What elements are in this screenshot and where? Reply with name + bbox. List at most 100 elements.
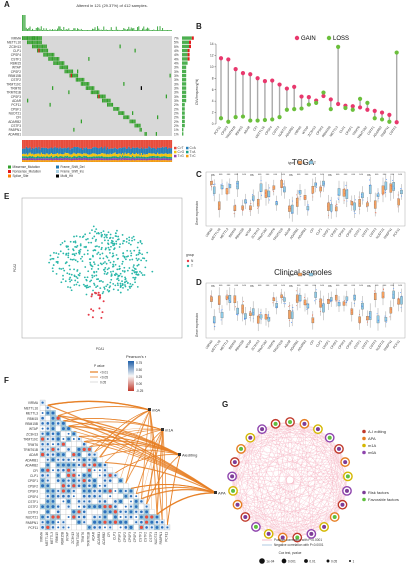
box xyxy=(389,183,393,193)
box-point xyxy=(237,183,239,185)
snv-segment xyxy=(63,156,65,159)
network-edge xyxy=(255,526,298,538)
cnv-category-label: CFI xyxy=(252,125,258,132)
pearson-tick-1: 0.75 xyxy=(136,361,142,365)
pca-point-t xyxy=(76,277,79,280)
heatmap-dot xyxy=(103,500,107,503)
pca-point-t xyxy=(102,257,105,260)
cnv-loss-point xyxy=(240,114,246,119)
heatmap-dot xyxy=(41,505,45,509)
box-point xyxy=(304,301,306,303)
top-bar xyxy=(87,30,89,31)
box xyxy=(264,314,268,320)
pca-point-t xyxy=(109,252,111,254)
snv-segment xyxy=(168,153,170,157)
top-bar xyxy=(125,29,127,31)
snv-segment xyxy=(164,156,166,159)
box-gene-label: CPSF2 xyxy=(329,339,338,350)
snv-segment xyxy=(122,159,124,162)
pca-point-t xyxy=(119,286,122,288)
panel-label-e: E xyxy=(4,192,10,201)
network-legend-label: m6A xyxy=(368,450,377,455)
clinical-legend-n-swatch xyxy=(297,272,303,277)
box-point xyxy=(361,300,363,302)
category-node xyxy=(148,408,151,411)
network-edge xyxy=(237,437,330,505)
box xyxy=(249,205,252,211)
top-bar xyxy=(100,29,102,31)
box-point xyxy=(249,311,251,312)
heatmap-link xyxy=(156,429,164,515)
top-bar xyxy=(63,26,65,31)
mutation-cell xyxy=(125,115,127,120)
heatmap-row-label: NUDT21 xyxy=(26,516,39,520)
snv-segment xyxy=(74,140,76,147)
right-bar xyxy=(182,57,188,61)
heatmap-cell xyxy=(97,509,103,515)
heatmap-dot xyxy=(41,412,44,414)
box-point xyxy=(353,297,355,299)
mutation-cell xyxy=(59,61,61,65)
heatmap-dot xyxy=(72,469,75,472)
cnv-category-label: CPSF3 xyxy=(220,125,229,136)
heatmap-cell xyxy=(112,493,119,499)
heatmap-cell xyxy=(71,503,77,510)
cnv-ylabel: CNV.frequency(%) xyxy=(195,79,199,105)
network-edge xyxy=(237,437,251,505)
cnv-loss-point xyxy=(328,107,333,112)
heatmap-cell xyxy=(45,415,51,421)
mutation-cell xyxy=(90,90,92,95)
snv-segment xyxy=(102,140,104,149)
snv-segment xyxy=(37,148,39,154)
heatmap-dot xyxy=(82,515,86,519)
gene-percent: 1% xyxy=(174,128,179,132)
top-bar xyxy=(88,30,90,31)
mutation-cell xyxy=(137,123,139,128)
snv-segment xyxy=(35,156,38,159)
box-gene-label: TRMT6 xyxy=(267,227,277,238)
tcga-legend-n-swatch xyxy=(297,160,303,165)
pca-point-t xyxy=(68,273,71,275)
snv-segment xyxy=(155,149,158,155)
snv-segment xyxy=(170,160,173,162)
pca-point-t xyxy=(53,251,55,254)
box xyxy=(384,181,388,190)
snv-segment xyxy=(115,160,118,162)
heatmap-cell xyxy=(123,483,129,489)
heatmap-dot xyxy=(61,489,66,493)
box-point xyxy=(376,313,378,315)
snv-segment xyxy=(110,148,113,155)
mutation-cell xyxy=(53,52,55,57)
correlation-legend-label: Negative correlation with P<0.0001 xyxy=(274,543,324,547)
snv-segment xyxy=(92,160,94,162)
snv-segment xyxy=(77,158,79,161)
heatmap-dot xyxy=(41,442,44,446)
snv-segment xyxy=(59,140,61,148)
pca-point-n xyxy=(100,316,103,319)
snv-segment xyxy=(152,153,154,157)
snv-segment xyxy=(48,157,50,159)
oncoprint-gene-labels: VIRMA 7%METTL16 5%ZC3H13 5%CLP1 4%CPSF4 4%CST… xyxy=(6,37,178,137)
snv-segment xyxy=(48,148,50,155)
oncoprint-title: Altered in 121 (29.37%) of 412 samples. xyxy=(76,3,147,8)
oncoprint-right-bars xyxy=(182,36,194,136)
cnv-gain-point xyxy=(336,101,341,107)
pca-point-t xyxy=(87,241,90,244)
snv-segment xyxy=(53,147,55,155)
box-point xyxy=(244,318,246,319)
heatmap-dot xyxy=(98,495,101,498)
mutation-cell xyxy=(80,82,82,86)
snv-segment xyxy=(169,148,171,154)
top-bar xyxy=(142,28,144,31)
heatmap-dot xyxy=(57,443,60,446)
heatmap-link xyxy=(115,454,181,474)
network-edge xyxy=(250,437,339,450)
box-gene-label: CPSF4 xyxy=(345,339,354,350)
heatmap-dot xyxy=(88,453,91,456)
gene-percent: 3% xyxy=(174,70,179,74)
box xyxy=(342,188,346,197)
snv-segment xyxy=(99,156,101,159)
snv-segment xyxy=(43,156,45,159)
box-point xyxy=(269,196,271,198)
snv-segment xyxy=(153,155,155,158)
